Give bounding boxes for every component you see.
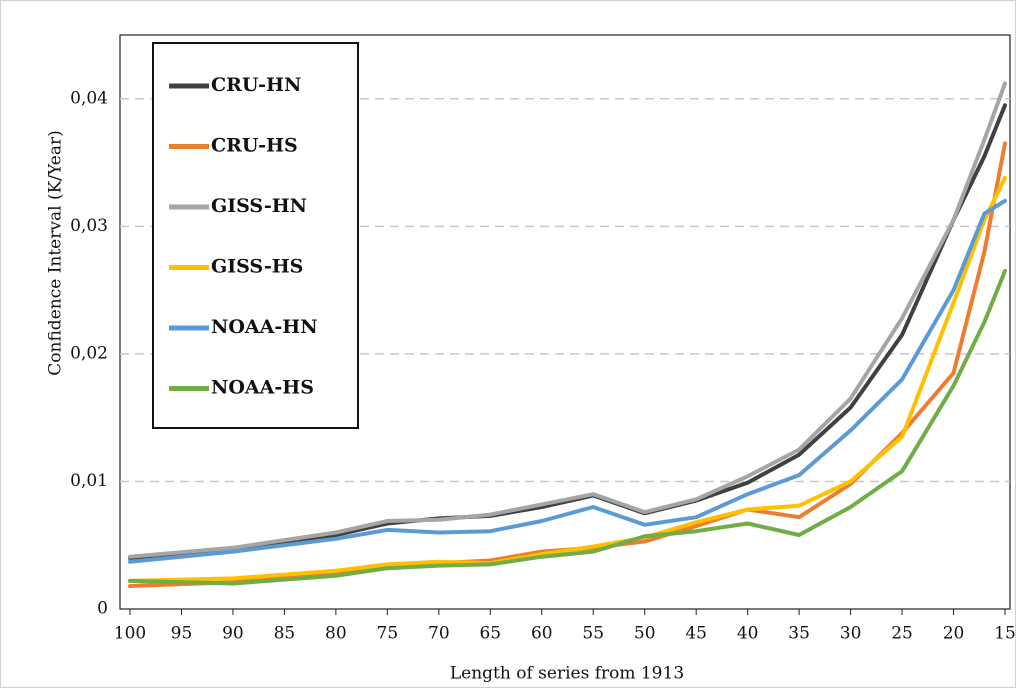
x-tick-label: 75 (377, 624, 399, 644)
x-tick-label: 45 (685, 624, 707, 644)
legend: CRU-HN CRU-HS GISS-HN GISS-HS NOAA-HN NOAA-HS (152, 42, 359, 429)
x-tick-label: 100 (114, 624, 146, 644)
x-tick-label: 15 (994, 624, 1016, 644)
x-tick-label: 95 (171, 624, 193, 644)
x-tick-label: 80 (325, 624, 347, 644)
y-tick-label: 0 (97, 599, 108, 619)
legend-label: GISS-HN (211, 195, 307, 217)
x-tick-label: 35 (788, 624, 810, 644)
series-line (128, 198, 1007, 564)
x-tick-label: 25 (891, 624, 913, 644)
x-tick-label: 30 (840, 624, 862, 644)
y-axis-label: Confidence Interval (K/Year) (46, 130, 66, 375)
x-axis-label: Length of series from 1913 (450, 664, 684, 684)
y-tick-label: 0,03 (70, 216, 108, 236)
legend-label: NOAA-HS (211, 377, 314, 399)
legend-label: GISS-HS (211, 256, 303, 278)
legend-label: CRU-HS (211, 135, 298, 157)
x-tick-label: 90 (222, 624, 244, 644)
series-line (128, 269, 1007, 586)
y-tick-label: 0,02 (70, 343, 108, 363)
legend-box (152, 42, 359, 429)
y-tick-label: 0,04 (70, 88, 108, 108)
legend-label: NOAA-HN (211, 316, 318, 338)
series-line (128, 81, 1007, 559)
y-tick-label: 0,01 (70, 471, 108, 491)
x-tick-label: 50 (634, 624, 656, 644)
x-tick-label: 70 (428, 624, 450, 644)
x-tick-label: 20 (943, 624, 965, 644)
x-tick-label: 40 (737, 624, 759, 644)
legend-label: CRU-HN (211, 74, 301, 96)
x-tick-label: 55 (582, 624, 604, 644)
x-tick-label: 85 (274, 624, 296, 644)
x-tick-label: 65 (479, 624, 501, 644)
x-tick-label: 60 (531, 624, 553, 644)
